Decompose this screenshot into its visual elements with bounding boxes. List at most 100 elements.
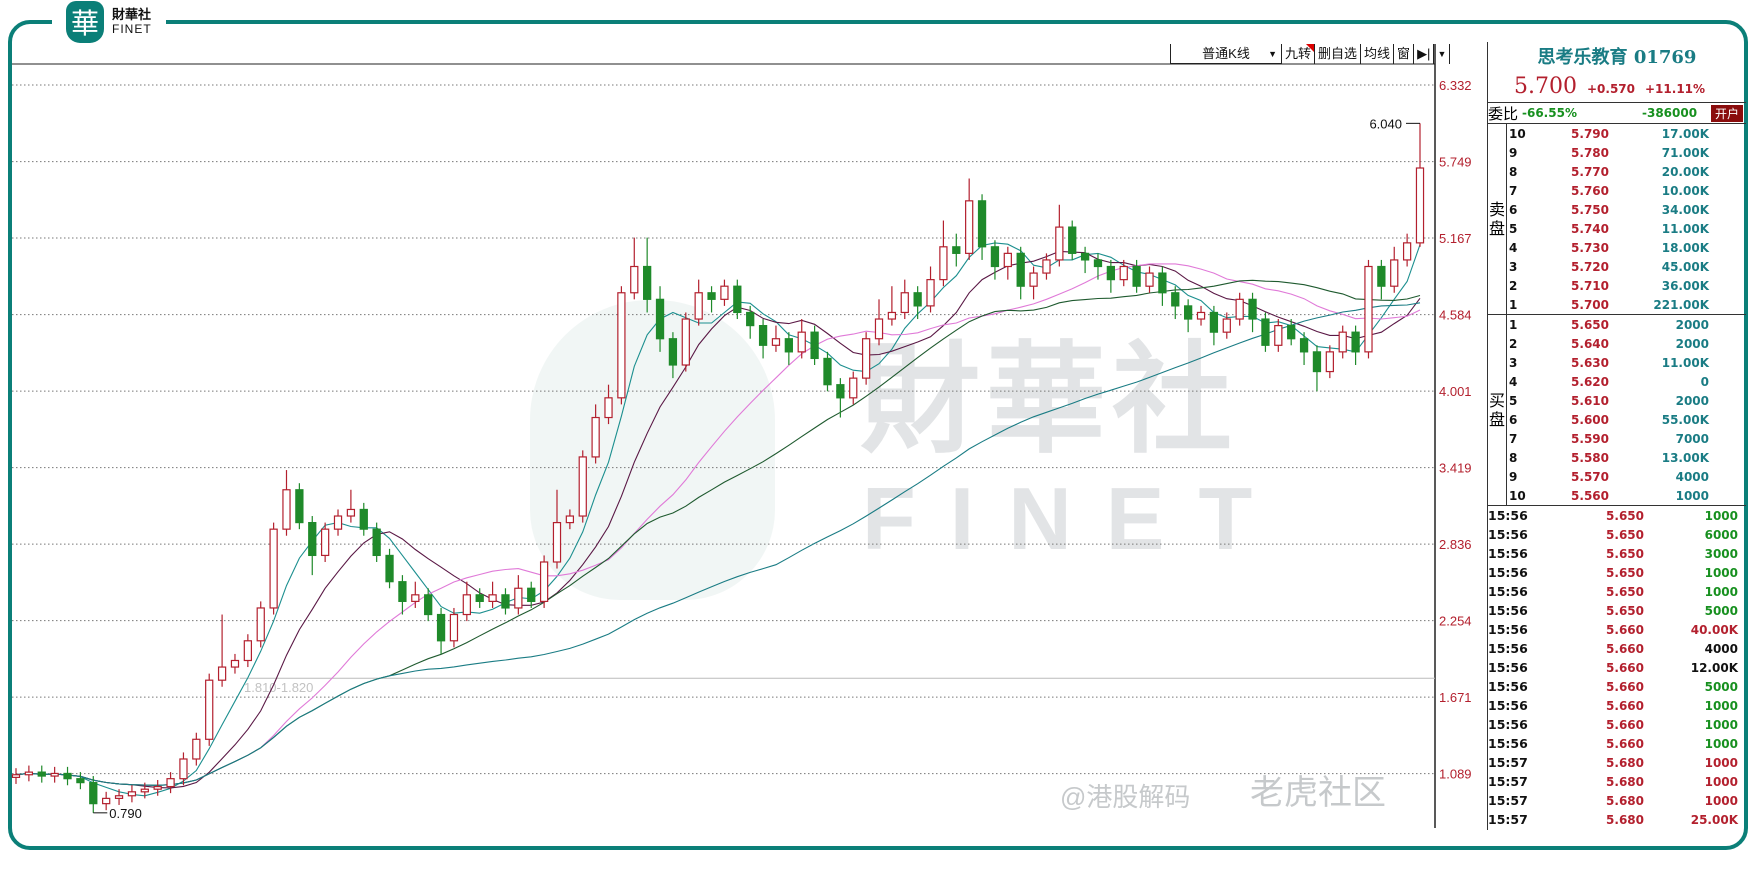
trade-row: 15:56 5.660 1000 <box>1488 734 1746 753</box>
trade-time: 15:56 <box>1488 565 1528 580</box>
price-change: +0.570 <box>1586 82 1635 96</box>
trade-time: 15:57 <box>1488 774 1528 789</box>
open-account-button[interactable]: 开户 <box>1710 104 1743 122</box>
price: 5.750 <box>1571 202 1609 217</box>
sell-label: 卖盘 <box>1488 124 1507 314</box>
volume: 55.00K <box>1661 412 1709 427</box>
candle-up <box>256 607 265 642</box>
trade-row: 15:56 5.650 3000 <box>1488 544 1746 563</box>
bid-row[interactable]: 7 5.590 7000 <box>1507 429 1746 448</box>
candle-up <box>591 416 600 458</box>
trade-row: 15:56 5.650 6000 <box>1488 525 1746 544</box>
y-tick-label: 3.419 <box>1439 461 1472 476</box>
price: 5.600 <box>1571 412 1609 427</box>
high-label: 6.040 <box>1369 116 1402 131</box>
ma5-line <box>15 242 1421 797</box>
candle-down <box>1299 338 1309 353</box>
toolbar-moving-average[interactable]: 均线 <box>1361 44 1395 64</box>
order-ratio-row: 委比 -66.55% -386000 开户 <box>1488 102 1746 124</box>
trade-price: 5.650 <box>1606 565 1644 580</box>
trade-time: 15:56 <box>1488 546 1528 561</box>
trade-volume: 12.00K <box>1690 660 1738 675</box>
candle-down <box>977 200 987 248</box>
bid-row[interactable]: 10 5.560 1000 <box>1507 486 1746 505</box>
ask-row[interactable]: 4 5.730 18.00K <box>1507 238 1746 257</box>
watermark-seal <box>530 300 775 600</box>
candle-up <box>539 561 549 602</box>
candle-up <box>320 528 330 557</box>
ask-row[interactable]: 10 5.790 17.00K <box>1507 124 1746 143</box>
bid-row[interactable]: 1 5.650 2000 <box>1507 315 1746 334</box>
kline-chart[interactable]: 6.332 5.749 5.167 4.584 4.001 3.419 2.836 2.254… <box>0 0 1487 874</box>
bid-row[interactable]: 2 5.640 2000 <box>1507 334 1746 353</box>
ask-row[interactable]: 9 5.780 71.00K <box>1507 143 1746 162</box>
candle-up <box>861 338 871 379</box>
y-tick-label: 6.332 <box>1439 78 1472 93</box>
candle-up <box>217 666 227 681</box>
bid-row[interactable]: 4 5.620 0 <box>1507 372 1746 391</box>
volume: 11.00K <box>1661 221 1709 236</box>
skip-forward-icon[interactable]: ▶| <box>1414 44 1435 64</box>
volume: 2000 <box>1675 336 1709 351</box>
volume: 13.00K <box>1661 450 1709 465</box>
trade-ticks[interactable]: 15:56 5.650 1000 15:56 5.650 6000 15:56 5.650 30… <box>1488 506 1746 829</box>
candle-down <box>1312 351 1322 373</box>
toolbar-remove-watchlist[interactable]: 删自选 <box>1315 44 1362 64</box>
candle-up <box>1364 265 1373 353</box>
y-tick-label: 4.001 <box>1439 384 1472 399</box>
ask-row[interactable]: 3 5.720 45.00K <box>1507 257 1746 276</box>
candle-up <box>462 594 471 616</box>
ask-row[interactable]: 7 5.760 10.00K <box>1507 181 1746 200</box>
level: 8 <box>1509 450 1518 465</box>
bid-row[interactable]: 3 5.630 11.00K <box>1507 353 1746 372</box>
volume: 71.00K <box>1661 145 1709 160</box>
candle-up <box>333 515 343 530</box>
trade-price: 5.660 <box>1606 698 1644 713</box>
toolbar-window[interactable]: 窗 <box>1394 44 1415 64</box>
brand-name-cn: 財華社 <box>112 7 152 22</box>
bid-row[interactable]: 6 5.600 55.00K <box>1507 410 1746 429</box>
volume: 0 <box>1700 374 1709 389</box>
bid-row[interactable]: 8 5.580 13.00K <box>1507 448 1746 467</box>
candle-up <box>578 456 587 517</box>
volume: 4000 <box>1675 469 1709 484</box>
ask-row[interactable]: 5 5.740 11.00K <box>1507 219 1746 238</box>
candle-down <box>823 357 832 386</box>
candle-up <box>887 311 897 320</box>
level: 10 <box>1509 126 1526 141</box>
trade-volume: 1000 <box>1704 508 1738 523</box>
candle-up <box>1415 167 1425 244</box>
candle-up <box>153 785 162 790</box>
price: 5.740 <box>1571 221 1609 236</box>
ask-row[interactable]: 6 5.750 34.00K <box>1507 200 1746 219</box>
trade-time: 15:56 <box>1488 698 1528 713</box>
candle-up <box>874 318 884 340</box>
candle-up <box>604 397 613 419</box>
buy-label: 买盘 <box>1488 315 1507 505</box>
trade-volume: 25.00K <box>1690 812 1738 827</box>
toolbar-nine-turn[interactable]: 九转 <box>1282 44 1316 64</box>
kline-type-select[interactable]: 普通K线 ▼ <box>1171 44 1282 64</box>
trade-row: 15:56 5.660 1000 <box>1488 696 1746 715</box>
ask-row[interactable]: 8 5.770 20.00K <box>1507 162 1746 181</box>
y-tick-label: 1.671 <box>1439 690 1472 705</box>
candle-down <box>1351 331 1360 353</box>
candle-up <box>50 772 59 777</box>
price: 5.790 <box>1571 126 1609 141</box>
trade-row: 15:56 5.660 1000 <box>1488 715 1746 734</box>
candle-up <box>1338 331 1347 353</box>
chevron-down-icon[interactable]: ▼ <box>1434 44 1451 64</box>
trade-time: 15:56 <box>1488 622 1528 637</box>
ask-row[interactable]: 1 5.700 221.00K <box>1507 295 1746 314</box>
bid-row[interactable]: 9 5.570 4000 <box>1507 467 1746 486</box>
level: 6 <box>1509 202 1518 217</box>
candle-up <box>1235 298 1244 320</box>
candle-down <box>1171 292 1180 307</box>
ma30-line <box>15 279 1421 786</box>
ma20-line <box>15 263 1421 786</box>
candle-up <box>514 587 523 609</box>
ratio-pct: -66.55% <box>1522 106 1577 120</box>
bid-row[interactable]: 5 5.610 2000 <box>1507 391 1746 410</box>
ask-row[interactable]: 2 5.710 36.00K <box>1507 276 1746 295</box>
volume: 18.00K <box>1661 240 1709 255</box>
